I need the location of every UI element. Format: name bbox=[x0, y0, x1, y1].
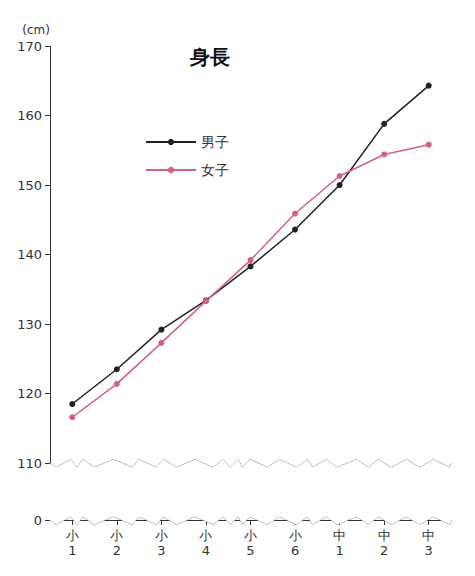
svg-text:1: 1 bbox=[68, 543, 76, 558]
svg-text:110: 110 bbox=[17, 456, 42, 471]
svg-text:4: 4 bbox=[202, 543, 210, 558]
svg-text:小: 小 bbox=[199, 528, 212, 543]
svg-text:130: 130 bbox=[17, 317, 42, 332]
svg-text:0: 0 bbox=[34, 513, 42, 528]
svg-text:3: 3 bbox=[157, 543, 165, 558]
svg-text:140: 140 bbox=[17, 247, 42, 262]
svg-text:女子: 女子 bbox=[201, 162, 229, 178]
svg-text:5: 5 bbox=[246, 543, 254, 558]
svg-text:120: 120 bbox=[17, 386, 42, 401]
svg-text:1: 1 bbox=[335, 543, 343, 558]
svg-text:3: 3 bbox=[425, 543, 433, 558]
svg-text:170: 170 bbox=[17, 39, 42, 54]
svg-text:(cm): (cm) bbox=[22, 23, 50, 37]
svg-text:150: 150 bbox=[17, 178, 42, 193]
svg-text:2: 2 bbox=[113, 543, 121, 558]
svg-text:男子: 男子 bbox=[201, 134, 229, 150]
svg-text:小: 小 bbox=[289, 528, 302, 543]
svg-text:160: 160 bbox=[17, 108, 42, 123]
svg-text:小: 小 bbox=[110, 528, 123, 543]
svg-text:6: 6 bbox=[291, 543, 299, 558]
svg-text:2: 2 bbox=[380, 543, 388, 558]
svg-text:中: 中 bbox=[378, 528, 391, 543]
svg-text:中: 中 bbox=[333, 528, 346, 543]
svg-text:小: 小 bbox=[244, 528, 257, 543]
svg-text:中: 中 bbox=[422, 528, 435, 543]
svg-text:身長: 身長 bbox=[189, 45, 230, 69]
svg-text:小: 小 bbox=[66, 528, 79, 543]
svg-text:小: 小 bbox=[155, 528, 168, 543]
